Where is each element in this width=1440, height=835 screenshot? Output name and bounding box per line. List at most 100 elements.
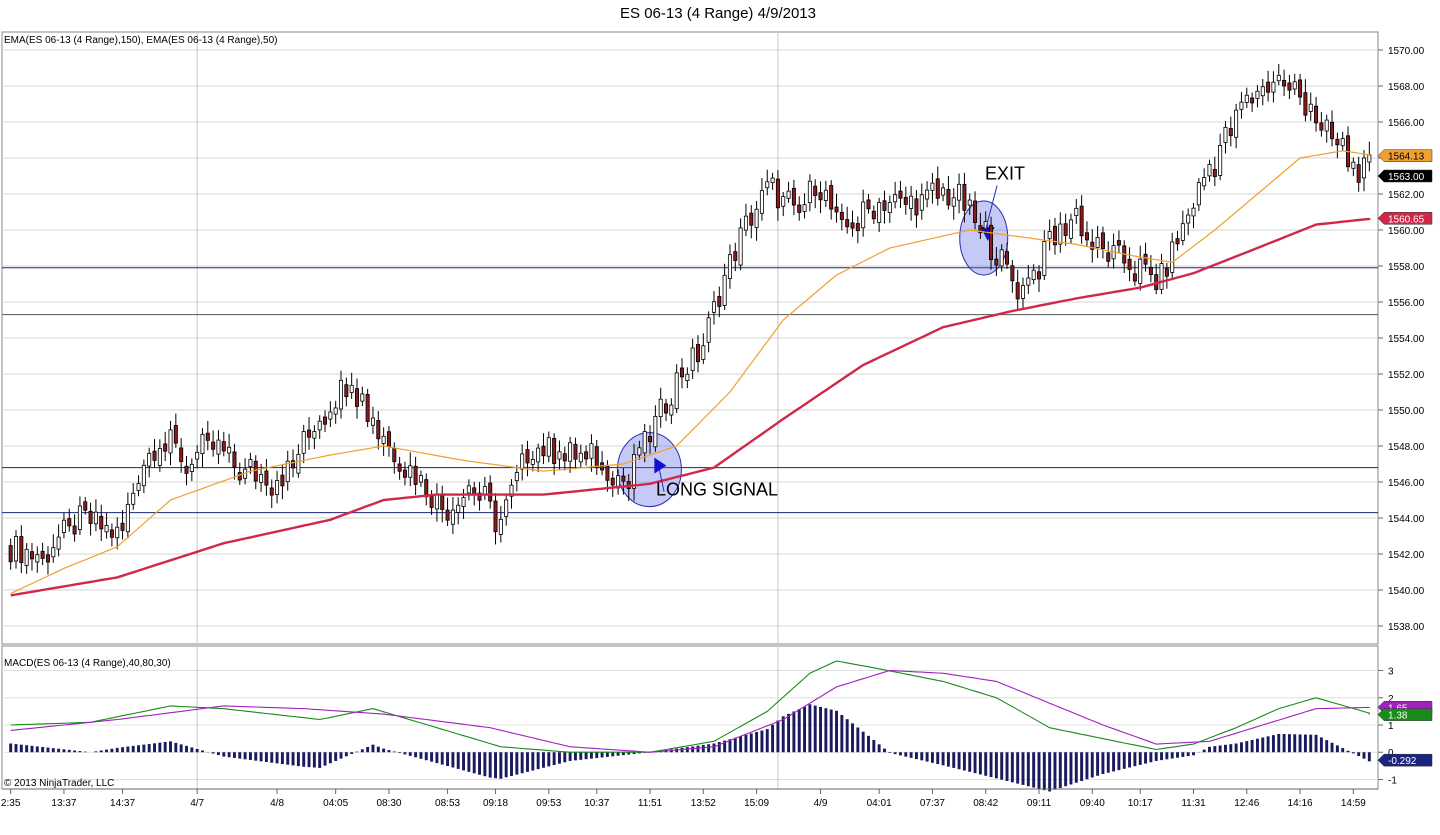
candle-body (711, 301, 716, 313)
candle-body (136, 483, 141, 491)
candle-body (568, 442, 573, 462)
candle-body (562, 453, 567, 462)
candle-body (285, 460, 290, 483)
candle-body (1015, 282, 1020, 300)
candle-body (850, 222, 855, 229)
time-tick-label: 14:37 (110, 798, 135, 809)
candle-body (227, 446, 232, 454)
candle-body (1335, 138, 1340, 146)
candle-body (1308, 103, 1313, 112)
candle-body (317, 420, 322, 431)
candle-body (35, 554, 40, 563)
candle-body (1138, 258, 1143, 284)
macd-tick-label: 1 (1388, 721, 1394, 732)
candle-body (514, 472, 519, 482)
copyright: © 2013 NinjaTrader, LLC (4, 778, 114, 789)
value-marker-shape (1377, 753, 1433, 767)
candle-body (941, 187, 946, 196)
value-marker-label: -0.292 (1388, 756, 1417, 767)
candle-body (152, 450, 157, 461)
macd-panel[interactable] (1, 645, 1379, 790)
macd-grid (2, 646, 1378, 789)
price-marker: 1564.13 (1377, 149, 1433, 163)
ema-150-line (10, 217, 1371, 597)
time-tick-label: 08:53 (435, 798, 460, 809)
ema-lines (10, 150, 1371, 597)
candle-body (200, 433, 205, 455)
candle-body (429, 494, 434, 508)
candle-body (1351, 161, 1356, 169)
candle-body (738, 227, 743, 266)
candle-body (323, 416, 328, 425)
candle-body (24, 548, 29, 566)
candle-body (1191, 207, 1196, 217)
candle-body (685, 373, 690, 381)
candle-body (253, 460, 258, 482)
candle-body (807, 180, 812, 204)
candle-body (1143, 253, 1148, 265)
candle-body (541, 445, 546, 457)
candle-body (195, 451, 200, 460)
time-tick-label: 14:16 (1288, 798, 1313, 809)
candle-body (903, 196, 908, 205)
candle-body (578, 452, 583, 463)
candle-body (488, 482, 493, 502)
candle-body (1260, 86, 1265, 97)
candle-body (386, 431, 391, 448)
value-marker-shape (1377, 149, 1433, 162)
candle-body (520, 453, 525, 470)
candle-body (1175, 238, 1180, 245)
candle-body (72, 525, 77, 535)
candle-body (690, 347, 695, 371)
candle-body (797, 204, 802, 213)
time-tick-label: 11:31 (1181, 798, 1206, 809)
candle-body (818, 192, 823, 201)
macd-tick-label: 0 (1388, 748, 1394, 759)
candle-body (1186, 214, 1191, 224)
candle-body (269, 487, 274, 496)
candle-body (573, 443, 578, 460)
candle-body (1298, 79, 1303, 98)
candle-body (781, 196, 786, 207)
candle-body (1148, 267, 1153, 276)
candle-body (13, 536, 18, 562)
candle-body (642, 431, 647, 454)
candle-body (120, 522, 125, 531)
candle-body (147, 452, 152, 467)
candle-body (898, 190, 903, 199)
candle-body (632, 454, 637, 489)
price-tick-label: 1540.00 (1388, 586, 1425, 597)
candle-body (1292, 81, 1297, 90)
candle-body (291, 460, 296, 469)
candle-body (871, 210, 876, 220)
candle-body (493, 500, 498, 533)
price-tick-label: 1544.00 (1388, 514, 1425, 525)
candle-body (1202, 177, 1207, 187)
candle-body (909, 195, 914, 209)
macd-tick-label: -1 (1388, 775, 1397, 786)
candle-body (701, 345, 706, 360)
candle-body (434, 493, 439, 510)
candle-body (1127, 258, 1132, 270)
candle-body (706, 317, 711, 343)
candle-body (40, 550, 45, 559)
candle-body (951, 197, 956, 207)
macd-marker: 1.38 (1377, 708, 1433, 722)
candle-body (301, 431, 306, 454)
value-marker-label: 1.38 (1388, 711, 1408, 722)
value-marker-shape (1377, 169, 1433, 183)
candle-body (695, 344, 700, 363)
candle-body (1255, 90, 1260, 99)
candle-body (1367, 154, 1372, 163)
candle-body (925, 189, 930, 200)
value-marker-shape (1377, 708, 1433, 721)
time-tick-label: 2:35 (1, 798, 21, 809)
price-tick-label: 1538.00 (1388, 622, 1425, 633)
exit-signal-ellipse (959, 200, 1009, 276)
time-tick-label: 07:37 (920, 798, 945, 809)
candle-body (839, 211, 844, 220)
candle-body (1036, 271, 1041, 280)
candle-body (957, 183, 962, 201)
candle-body (211, 441, 216, 450)
time-tick-label: 13:52 (691, 798, 716, 809)
